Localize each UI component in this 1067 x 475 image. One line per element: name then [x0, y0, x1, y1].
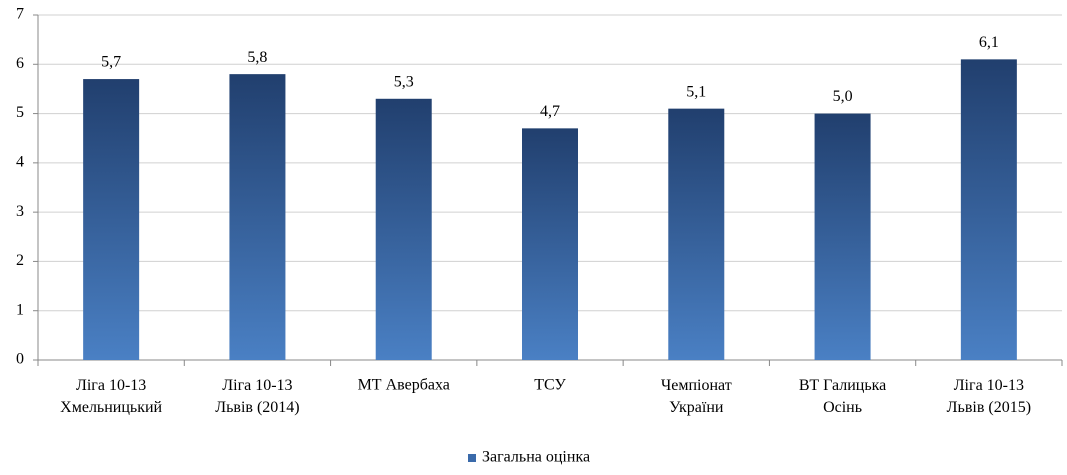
legend-label: Загальна оцінка	[482, 449, 590, 466]
x-tick-label: Ліга 10-13 Львів (2014)	[215, 377, 299, 416]
value-label: 5,1	[686, 83, 706, 100]
bar	[814, 113, 871, 360]
value-label: 5,0	[833, 88, 853, 105]
y-tick-label: 7	[16, 6, 24, 23]
y-tick-label: 6	[16, 55, 24, 72]
y-tick-label: 4	[16, 154, 24, 171]
bar	[522, 128, 578, 360]
value-label: 6,1	[979, 34, 999, 51]
y-tick-label: 2	[16, 252, 24, 269]
bar	[375, 98, 432, 361]
x-tick-label: ВТ Галицька Осінь	[799, 377, 886, 416]
bar	[960, 59, 1017, 360]
x-tick-label: Ліга 10-13 Хмельницький	[60, 377, 162, 416]
y-tick-label: 5	[16, 104, 24, 121]
value-label: 4,7	[540, 103, 560, 120]
bar	[229, 74, 286, 361]
value-label: 5,3	[394, 73, 414, 90]
bar	[668, 108, 725, 361]
value-label: 5,8	[247, 49, 267, 66]
x-tick-label: Чемпіонат України	[661, 377, 732, 416]
value-label: 5,7	[101, 54, 121, 71]
y-tick-label: 3	[16, 203, 24, 220]
legend-swatch	[468, 454, 476, 462]
bar	[83, 79, 140, 361]
x-tick-label: ТСУ	[534, 377, 566, 394]
y-tick-label: 1	[16, 301, 24, 318]
y-tick-label: 0	[16, 351, 24, 368]
x-tick-label: МТ Авербаха	[358, 377, 450, 394]
x-tick-label: Ліга 10-13 Львів (2015)	[947, 377, 1031, 416]
